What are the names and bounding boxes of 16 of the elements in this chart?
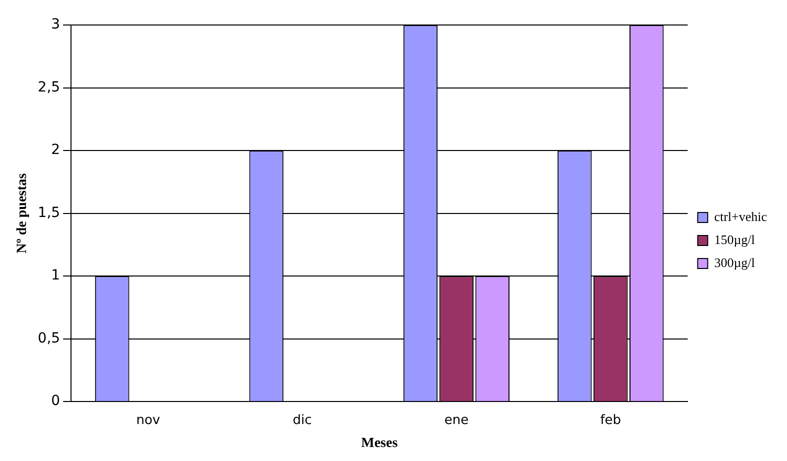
x-axis-title: Meses: [361, 436, 398, 452]
y-tick-label: 1: [51, 268, 60, 284]
legend-label: 300µg/l: [714, 254, 756, 270]
y-axis-title: Nº de puestas: [15, 172, 30, 254]
y-tick-label: 0: [51, 393, 60, 410]
x-tick-label: ene: [444, 412, 469, 428]
y-tick-label: 2,5: [38, 79, 60, 96]
legend-label: 150µg/l: [714, 232, 756, 247]
y-tick-label: 0,5: [38, 330, 60, 346]
legend-label: ctrl+vehic: [714, 208, 768, 224]
x-tick-label: nov: [136, 412, 160, 428]
y-tick-label: 2: [51, 142, 60, 158]
y-tick-label: 1,5: [38, 204, 60, 221]
x-tick-label: dic: [292, 412, 312, 428]
x-tick-label: feb: [600, 412, 622, 428]
y-tick-label: 3: [51, 16, 60, 33]
